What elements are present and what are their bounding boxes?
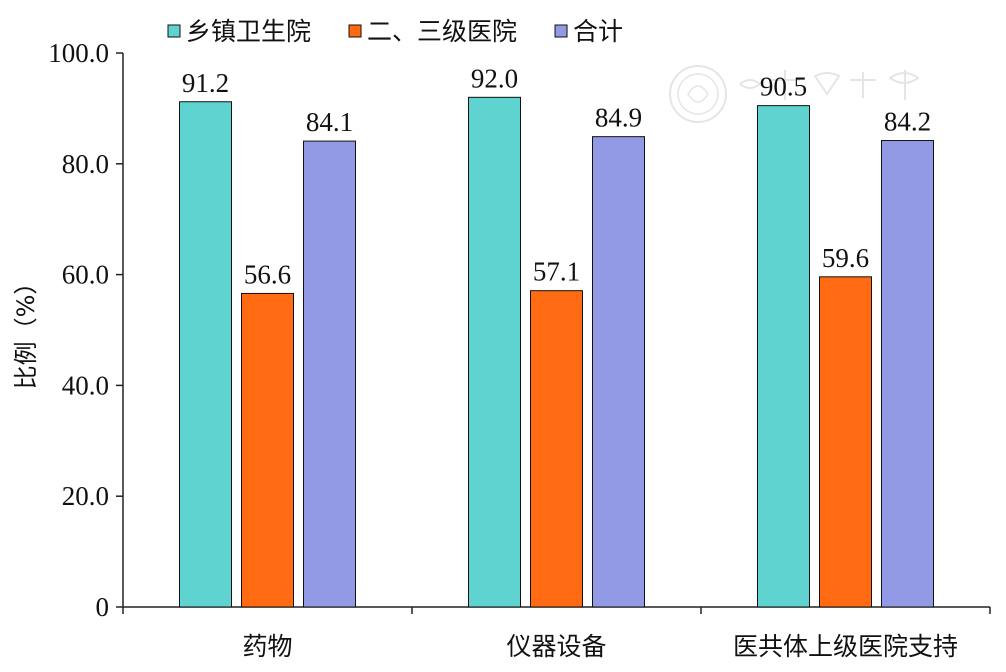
y-tick-label: 80.0 — [62, 149, 109, 179]
bar — [819, 276, 872, 608]
bar — [592, 136, 645, 608]
legend-swatch — [348, 24, 362, 38]
bar — [468, 96, 521, 608]
y-tick-label: 60.0 — [62, 260, 109, 290]
x-tick-label: 药物 — [242, 632, 292, 661]
y-tick-label: 0 — [96, 592, 110, 622]
y-tick-label: 20.0 — [62, 481, 109, 511]
bar — [881, 140, 934, 608]
bar — [179, 101, 232, 608]
x-tick-label: 仪器设备 — [506, 632, 606, 661]
data-label: 90.5 — [760, 72, 807, 102]
y-axis-title: 比例（%） — [12, 271, 40, 390]
legend-swatch — [554, 24, 568, 38]
legend-label: 合计 — [573, 17, 623, 46]
bars — [179, 96, 934, 608]
y-tick-label: 100.0 — [48, 38, 109, 68]
data-label: 91.2 — [182, 68, 229, 98]
data-label: 84.9 — [595, 103, 642, 133]
bar — [303, 140, 356, 608]
y-tick-label: 40.0 — [62, 370, 109, 400]
x-tick-label: 医共体上级医院支持 — [733, 632, 958, 661]
data-labels: 91.2 56.6 84.1 92.0 57.1 84.9 90.5 59.6 84.2 — [182, 63, 931, 289]
data-label: 57.1 — [533, 257, 580, 287]
axes: 0 20.0 40.0 60.0 80.0 100.0 比例（%） 药物 仪器设备 医共体上级医院… — [12, 38, 991, 661]
watermark-logo — [669, 65, 920, 123]
data-label: 92.0 — [471, 63, 518, 93]
bar — [241, 292, 294, 608]
data-label: 59.6 — [822, 243, 869, 273]
legend-label: 二、三级医院 — [367, 17, 517, 46]
legend-swatch — [167, 24, 181, 38]
bar — [530, 290, 583, 608]
data-label: 84.1 — [306, 107, 353, 137]
bar — [757, 105, 810, 608]
legend: 乡镇卫生院 二、三级医院 合计 — [167, 17, 623, 46]
legend-label: 乡镇卫生院 — [186, 17, 311, 46]
data-label: 56.6 — [244, 259, 291, 289]
data-label: 84.2 — [884, 107, 931, 137]
